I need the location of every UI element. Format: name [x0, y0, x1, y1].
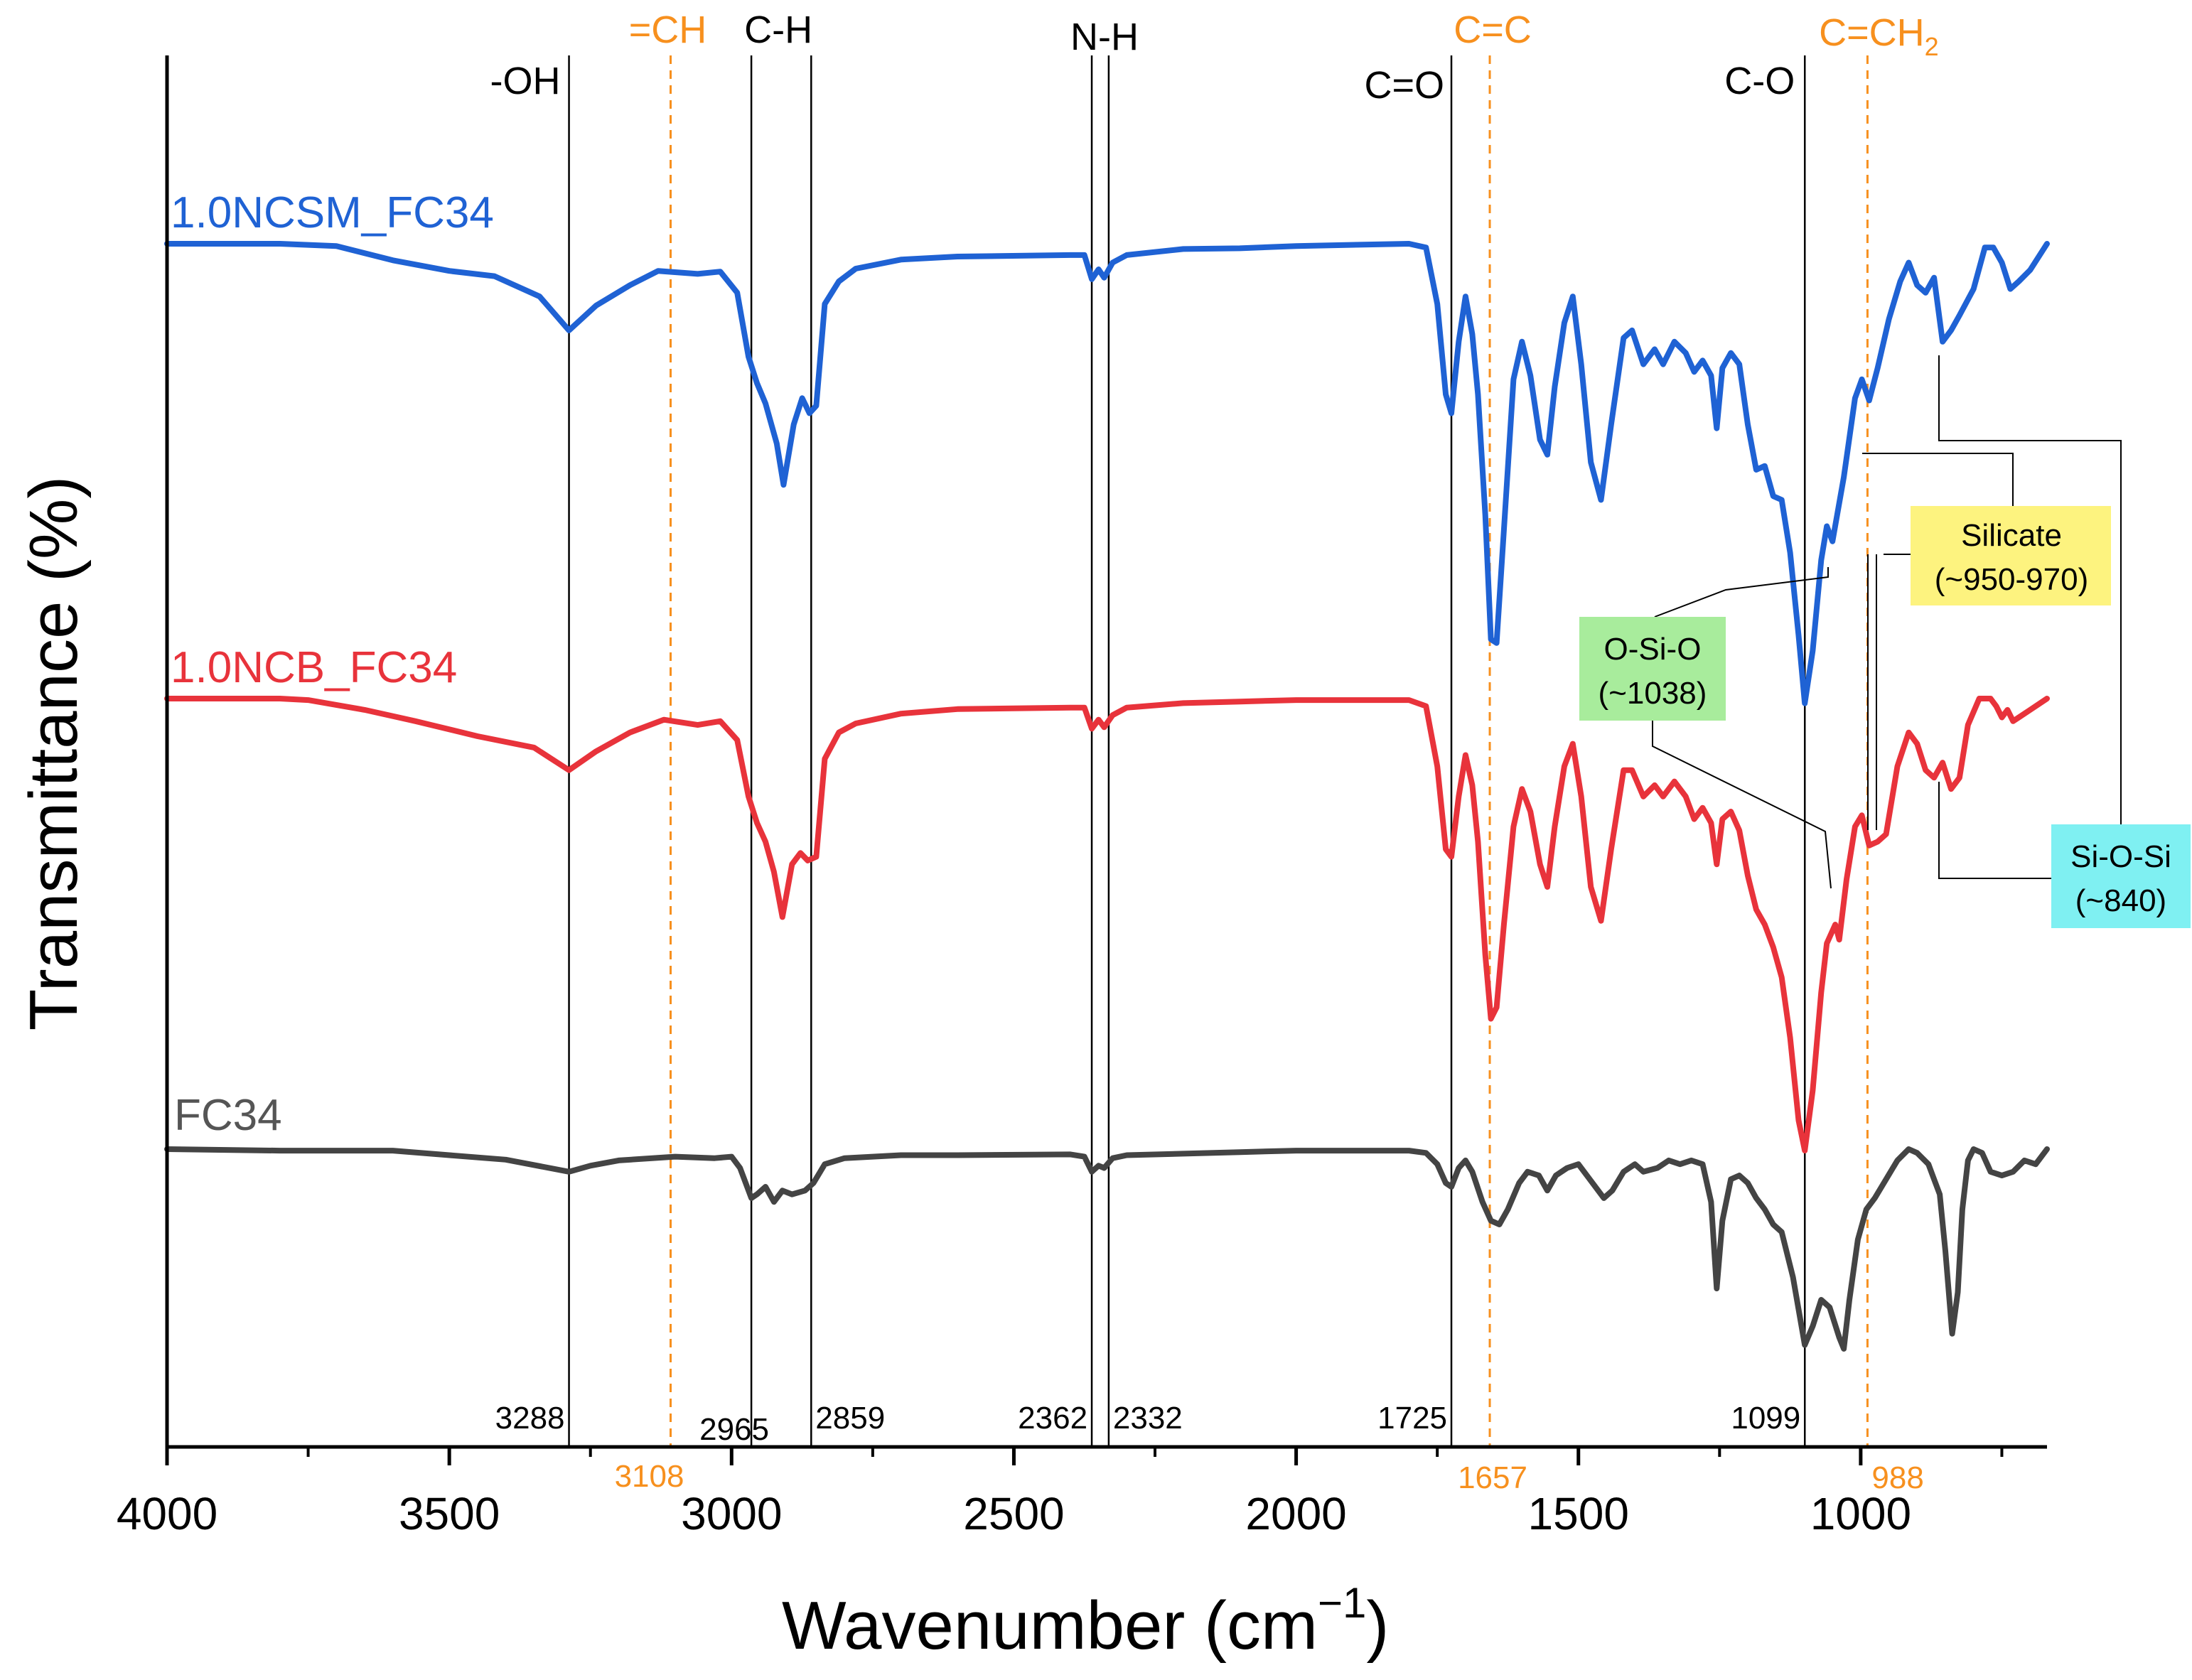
callout-siosi-ncb: [1938, 782, 2051, 879]
x-tick-label-3000: 3000: [681, 1488, 782, 1539]
peak-group-label-3108: =CH: [629, 9, 707, 51]
annotation-siosi-box: [2051, 824, 2191, 928]
peak-group-label-text: C=C: [1454, 9, 1532, 51]
peak-group-label-1657: C=C: [1454, 9, 1532, 51]
callout-lines: [1652, 355, 2122, 889]
peak-value-2362: 2362: [1018, 1401, 1087, 1436]
peak-group-label-sub: 2: [1925, 32, 1939, 61]
x-axis-title-sup: −1: [1318, 1579, 1366, 1627]
series-line-ncsm: [164, 241, 2050, 706]
x-tick-label-3500: 3500: [399, 1488, 500, 1539]
peak-group-label-text: -OH: [490, 60, 561, 102]
peak-value-3108: 3108: [615, 1459, 684, 1494]
peak-group-label-text: C=CH: [1819, 11, 1925, 54]
peak-group-label-988: C=CH2: [1819, 11, 1939, 61]
callout-siosi-ncsm: [1938, 355, 2122, 824]
annotation-silicate: Silicate (~950-970): [1911, 506, 2111, 605]
y-axis-title: Transmittance (%): [16, 476, 92, 1031]
annotation-siosi-line2: (~840): [2075, 883, 2166, 918]
peak-value-1657: 1657: [1458, 1460, 1527, 1495]
series-group: [164, 241, 2050, 1352]
x-axis-title-text: Wavenumber (cm: [782, 1588, 1318, 1664]
annotation-siosi: Si-O-Si (~840): [2051, 824, 2191, 928]
x-tick-label-2000: 2000: [1245, 1488, 1346, 1539]
reference-lines: [568, 55, 1869, 1447]
peak-group-label-text: C=O: [1364, 64, 1444, 107]
annotation-silicate-box: [1911, 506, 2111, 605]
peak-group-label-2362: N-H: [1070, 16, 1139, 58]
annotation-osio-box: [1579, 617, 1726, 721]
peak-value-2332: 2332: [1113, 1401, 1183, 1436]
x-ticks: 4000 3500 3000 2500 2000 1500 1000: [117, 1447, 2004, 1539]
series-line-fc: [164, 1146, 2050, 1352]
annotation-silicate-line2: (~950-970): [1935, 562, 2088, 597]
peak-group-label-1099: C-O: [1724, 60, 1795, 102]
series-label-ncb: 1.0NCB_FC34: [171, 643, 457, 692]
peak-group-label-text: N-H: [1070, 16, 1139, 58]
annotation-siosi-line1: Si-O-Si: [2070, 839, 2171, 874]
x-tick-label-4000: 4000: [117, 1488, 217, 1539]
series-label-fc: FC34: [174, 1091, 282, 1140]
peak-value-1099: 1099: [1731, 1401, 1800, 1436]
x-tick-label-1000: 1000: [1810, 1488, 1911, 1539]
plot-area: [164, 55, 2122, 1447]
peak-value-988: 988: [1871, 1460, 1923, 1495]
x-axis-title: Wavenumber (cm−1): [782, 1579, 1389, 1664]
peak-value-2859: 2859: [815, 1401, 885, 1436]
axes: 4000 3500 3000 2500 2000 1500 1000: [117, 55, 2047, 1539]
annotation-silicate-line1: Silicate: [1961, 518, 2062, 553]
peak-group-label-text: C-H: [744, 9, 812, 51]
annotation-osio: O-Si-O (~1038): [1579, 617, 1726, 721]
annotation-osio-line1: O-Si-O: [1604, 632, 1702, 667]
series-line-ncb: [164, 696, 2050, 1153]
callout-osio-ncb: [1652, 721, 1832, 889]
x-tick-label-2500: 2500: [963, 1488, 1064, 1539]
peak-value-1725: 1725: [1377, 1401, 1447, 1436]
x-axis-title-close: ): [1366, 1588, 1389, 1664]
peak-group-label-text: C-O: [1724, 60, 1795, 102]
peak-group-label-text: =CH: [629, 9, 707, 51]
peak-group-label-1725: C=O: [1364, 64, 1444, 107]
callout-silicate-ncsm: [1862, 453, 2014, 506]
annotation-osio-line2: (~1038): [1599, 676, 1707, 711]
peak-value-2965: 2965: [699, 1412, 769, 1447]
series-label-ncsm: 1.0NCSM_FC34: [171, 188, 494, 237]
peak-labels: -OH 3288 =CH 3108 C-H 2965 2859 N-H 2362 2332 C=O 1…: [490, 9, 1939, 1495]
peak-group-label-3288: -OH: [490, 60, 561, 102]
peak-group-label-2965: C-H: [744, 9, 812, 51]
callout-osio-ncsm: [1654, 567, 1829, 618]
peak-value-3288: 3288: [495, 1401, 565, 1436]
x-tick-label-1500: 1500: [1528, 1488, 1629, 1539]
